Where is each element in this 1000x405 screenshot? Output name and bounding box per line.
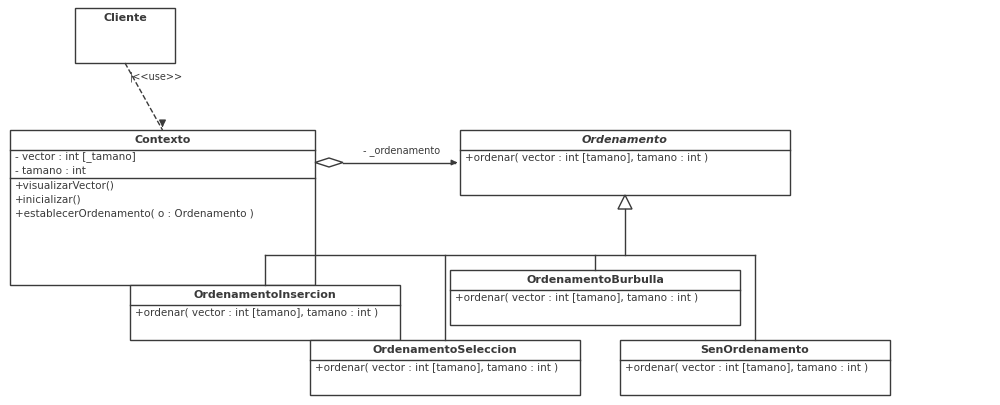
Text: Ordenamento: Ordenamento (582, 135, 668, 145)
Bar (10, 130, 315, 285)
Text: - vector : int [_tamano]: - vector : int [_tamano] (15, 151, 136, 162)
Text: Cliente: Cliente (103, 13, 147, 23)
Text: +ordenar( vector : int [tamano], tamano : int ): +ordenar( vector : int [tamano], tamano … (465, 152, 708, 162)
Text: +establecerOrdenamento( o : Ordenamento ): +establecerOrdenamento( o : Ordenamento … (15, 208, 254, 218)
Bar (310, 340, 580, 395)
Bar (620, 340, 890, 395)
Text: OrdenamentoInsercion: OrdenamentoInsercion (194, 290, 336, 300)
Text: +ordenar( vector : int [tamano], tamano : int ): +ordenar( vector : int [tamano], tamano … (135, 307, 378, 317)
Bar (460, 130, 790, 195)
Text: |<<use>>: |<<use>> (130, 71, 183, 82)
Bar (75, 8, 175, 63)
Text: +ordenar( vector : int [tamano], tamano : int ): +ordenar( vector : int [tamano], tamano … (455, 292, 698, 302)
Text: +visualizarVector(): +visualizarVector() (15, 180, 115, 190)
Text: +ordenar( vector : int [tamano], tamano : int ): +ordenar( vector : int [tamano], tamano … (315, 362, 558, 372)
Text: +inicializar(): +inicializar() (15, 194, 82, 204)
Text: SenOrdenamento: SenOrdenamento (701, 345, 809, 355)
Text: OrdenamentoBurbulla: OrdenamentoBurbulla (526, 275, 664, 285)
Text: Contexto: Contexto (134, 135, 191, 145)
Text: OrdenamentoSeleccion: OrdenamentoSeleccion (373, 345, 517, 355)
Text: - _ordenamento: - _ordenamento (363, 145, 440, 156)
Text: - tamano : int: - tamano : int (15, 166, 86, 176)
Bar (450, 270, 740, 325)
Bar (130, 285, 400, 340)
Text: +ordenar( vector : int [tamano], tamano : int ): +ordenar( vector : int [tamano], tamano … (625, 362, 868, 372)
